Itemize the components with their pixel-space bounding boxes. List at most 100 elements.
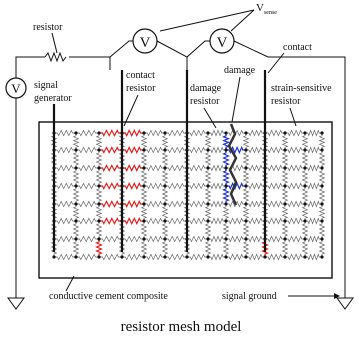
mesh-resistor (55, 200, 75, 208)
mesh-resistor (209, 253, 225, 261)
mesh-resistor (166, 217, 186, 225)
mesh-resistor (227, 235, 245, 243)
mesh-resistor (95, 151, 103, 167)
mesh-resistor (188, 129, 207, 137)
mesh-resistor (306, 146, 321, 154)
mesh-resistor (145, 146, 164, 154)
mesh-resistor (188, 146, 207, 154)
pointer-damage (231, 76, 241, 123)
mesh-node (142, 219, 146, 223)
mesh-resistor (166, 235, 186, 243)
mesh-resistor (306, 182, 321, 190)
mesh-node (244, 219, 248, 223)
mesh-resistor (281, 222, 289, 238)
mesh-node (74, 202, 78, 206)
mesh-node (244, 202, 248, 206)
mesh-resistor (247, 129, 264, 137)
mesh-resistor (281, 151, 289, 167)
mesh-resistor (318, 240, 326, 256)
mesh-node (244, 237, 248, 241)
mesh-resistor (123, 235, 143, 243)
mesh-resistor (306, 235, 321, 243)
mesh-resistor (140, 134, 148, 149)
mesh-node (74, 219, 78, 223)
mesh-resistor (72, 134, 80, 149)
label-generator: generator (34, 93, 72, 104)
mesh-node (320, 131, 324, 135)
damage-resistor (222, 151, 230, 167)
mesh-resistor (145, 200, 164, 208)
mesh-node (320, 166, 324, 170)
mesh-resistor (77, 253, 98, 261)
mesh-resistor (301, 205, 309, 220)
mesh-node (142, 202, 146, 206)
mesh-node (303, 148, 307, 152)
pointer-strain-resistor (289, 107, 297, 127)
mesh-node (224, 166, 228, 170)
mesh-resistor (161, 134, 169, 149)
mesh-resistor (72, 240, 80, 256)
mesh-resistor (204, 240, 212, 256)
mesh-resistor (247, 253, 264, 261)
label-contact-resistor-1: contact (126, 70, 155, 81)
mesh-node (303, 237, 307, 241)
mesh-resistor (161, 205, 169, 220)
mesh-node (206, 219, 210, 223)
mesh-resistor (266, 146, 284, 154)
mesh-node (283, 202, 287, 206)
mesh-node (283, 184, 287, 188)
mesh-resistor (247, 164, 264, 172)
mesh-resistor (318, 169, 326, 185)
damage-resistor (222, 169, 230, 185)
mesh-resistor (204, 222, 212, 238)
mesh-node (97, 184, 101, 188)
mesh-node (224, 202, 228, 206)
mesh-resistor (227, 217, 245, 225)
mesh-node (303, 131, 307, 135)
contact-resistor (123, 182, 143, 190)
mesh-resistor (145, 129, 164, 137)
contact-resistor (123, 200, 143, 208)
series-resistor (44, 51, 67, 63)
composite-block (38, 121, 333, 279)
pointer-vsense-left (159, 9, 255, 32)
mesh-resistor (318, 222, 326, 238)
mesh-resistor (281, 134, 289, 149)
mesh-node (320, 255, 324, 259)
pointer-contact-resistor (123, 94, 139, 127)
mesh-resistor (306, 253, 321, 261)
mesh-resistor (55, 164, 75, 172)
mesh-resistor (286, 146, 304, 154)
wire-left-meter-to-mid (156, 40, 188, 70)
mesh-resistor (318, 205, 326, 220)
pointer-contact (267, 52, 285, 74)
mesh-resistor (161, 187, 169, 203)
mesh-node (97, 131, 101, 135)
mesh-resistor (72, 151, 80, 167)
mesh-resistor (72, 222, 80, 238)
mesh-resistor (209, 217, 225, 225)
mesh-resistor (188, 217, 207, 225)
mesh-resistor (166, 146, 186, 154)
mesh-node (74, 148, 78, 152)
mesh-resistor (242, 169, 250, 185)
label-strain-resistor-1: strain-sensitive (271, 83, 332, 94)
mesh-resistor (266, 217, 284, 225)
ground-left-icon (7, 297, 25, 310)
mesh-resistor (301, 240, 309, 256)
mesh-resistor (222, 222, 230, 238)
damage-resistor (221, 134, 231, 149)
mesh-resistor (95, 205, 103, 220)
mesh-resistor (266, 129, 284, 137)
pointer-vsense-right (230, 9, 255, 32)
mesh-node (244, 166, 248, 170)
mesh-node (97, 219, 101, 223)
mesh-node (244, 184, 248, 188)
mesh-resistor (209, 146, 225, 154)
mesh-resistor (140, 222, 148, 238)
label-damage: damage (224, 65, 256, 76)
contact-resistor (123, 146, 143, 154)
mesh-node (97, 255, 101, 259)
